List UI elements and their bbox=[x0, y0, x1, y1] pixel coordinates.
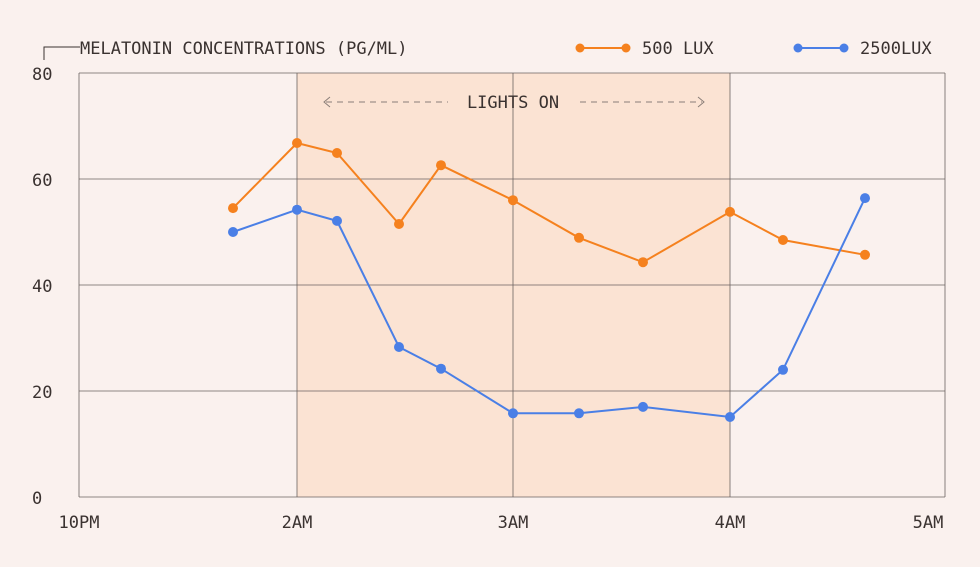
series-2500lux bbox=[228, 193, 870, 422]
data-point bbox=[228, 227, 238, 237]
legend-label-500lux: 500 LUX bbox=[642, 39, 714, 59]
data-point bbox=[778, 364, 788, 375]
data-point bbox=[574, 408, 584, 419]
svg-text:60: 60 bbox=[32, 171, 52, 191]
gridlines bbox=[78, 72, 946, 498]
data-point bbox=[778, 235, 788, 245]
data-point bbox=[508, 195, 518, 206]
x-axis-ticks: 10PM 2AM 3AM 4AM 5AM bbox=[59, 513, 944, 533]
lights-on-annotation bbox=[323, 96, 705, 108]
data-point bbox=[436, 363, 446, 374]
data-point bbox=[725, 412, 735, 422]
svg-text:4AM: 4AM bbox=[715, 513, 746, 533]
data-point bbox=[332, 148, 342, 158]
data-point bbox=[860, 249, 870, 260]
data-point bbox=[508, 408, 518, 419]
legend: 500 LUX 2500LUX bbox=[575, 39, 932, 59]
svg-text:5AM: 5AM bbox=[913, 513, 944, 533]
legend-marker-blue-icon bbox=[793, 43, 803, 53]
legend-marker-orange-icon bbox=[575, 43, 585, 53]
svg-text:0: 0 bbox=[32, 489, 42, 509]
data-point bbox=[860, 193, 870, 204]
series-500lux bbox=[228, 138, 870, 268]
data-point bbox=[436, 160, 446, 171]
data-point bbox=[332, 215, 342, 226]
svg-text:40: 40 bbox=[32, 277, 52, 297]
series-layer bbox=[228, 138, 870, 422]
data-point bbox=[292, 204, 302, 215]
data-point bbox=[638, 257, 648, 268]
data-point bbox=[228, 203, 238, 214]
data-point bbox=[725, 206, 735, 217]
data-point bbox=[394, 219, 404, 229]
svg-text:20: 20 bbox=[32, 383, 52, 403]
data-point bbox=[394, 342, 404, 352]
svg-text:3AM: 3AM bbox=[498, 513, 529, 533]
chart-title: MELATONIN CONCENTRATIONS (PG/ML) bbox=[80, 39, 408, 59]
data-point bbox=[574, 232, 584, 243]
data-point bbox=[292, 138, 302, 148]
svg-text:2AM: 2AM bbox=[282, 513, 313, 533]
title-bracket-icon bbox=[43, 46, 80, 60]
svg-text:10PM: 10PM bbox=[59, 513, 100, 533]
data-point bbox=[638, 401, 648, 412]
lights-on-label: LIGHTS ON bbox=[467, 93, 559, 113]
legend-label-2500lux: 2500LUX bbox=[860, 39, 932, 59]
svg-text:80: 80 bbox=[32, 65, 52, 85]
y-axis-ticks: 80 60 40 20 0 bbox=[32, 65, 52, 509]
